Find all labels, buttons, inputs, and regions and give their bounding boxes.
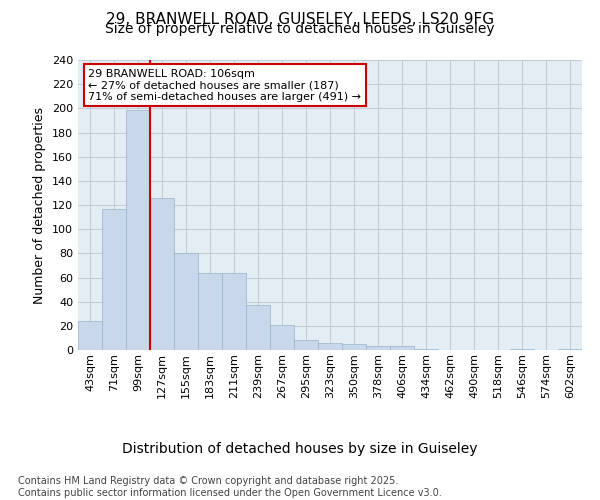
Bar bbox=[150, 198, 174, 350]
Bar bbox=[102, 208, 126, 350]
Bar bbox=[78, 321, 102, 350]
Bar bbox=[198, 272, 222, 350]
Bar bbox=[414, 349, 438, 350]
Text: Contains HM Land Registry data © Crown copyright and database right 2025.
Contai: Contains HM Land Registry data © Crown c… bbox=[18, 476, 442, 498]
Bar bbox=[558, 349, 582, 350]
Bar bbox=[294, 340, 318, 350]
Bar bbox=[342, 344, 366, 350]
Bar bbox=[126, 110, 150, 350]
Bar bbox=[222, 272, 246, 350]
Text: 29 BRANWELL ROAD: 106sqm
← 27% of detached houses are smaller (187)
71% of semi-: 29 BRANWELL ROAD: 106sqm ← 27% of detach… bbox=[88, 68, 361, 102]
Y-axis label: Number of detached properties: Number of detached properties bbox=[34, 106, 46, 304]
Bar bbox=[270, 324, 294, 350]
Text: 29, BRANWELL ROAD, GUISELEY, LEEDS, LS20 9FG: 29, BRANWELL ROAD, GUISELEY, LEEDS, LS20… bbox=[106, 12, 494, 28]
Text: Size of property relative to detached houses in Guiseley: Size of property relative to detached ho… bbox=[105, 22, 495, 36]
Bar bbox=[390, 346, 414, 350]
Bar bbox=[510, 349, 534, 350]
Bar bbox=[318, 343, 342, 350]
Bar bbox=[174, 254, 198, 350]
Bar bbox=[246, 306, 270, 350]
Text: Distribution of detached houses by size in Guiseley: Distribution of detached houses by size … bbox=[122, 442, 478, 456]
Bar bbox=[366, 346, 390, 350]
